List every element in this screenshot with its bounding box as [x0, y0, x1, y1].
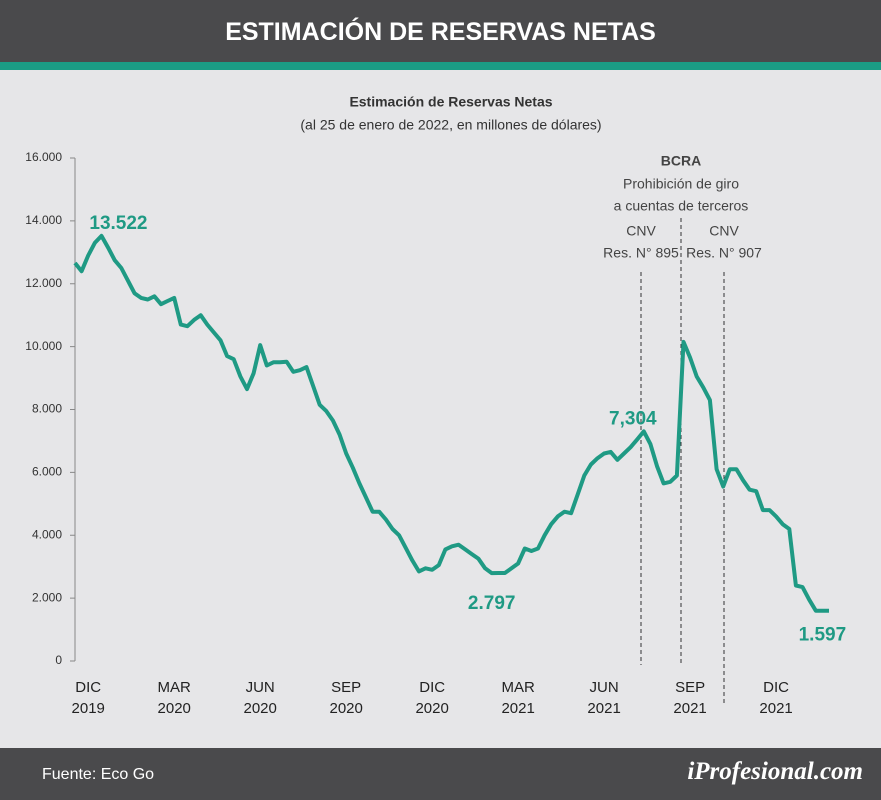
footer	[0, 748, 881, 800]
annotation-text: a cuentas de terceros	[614, 198, 749, 214]
header-title: ESTIMACIÓN DE RESERVAS NETAS	[0, 0, 881, 62]
annotation-text: Res. N° 895	[603, 245, 679, 261]
y-tick-label: 12.000	[25, 276, 62, 290]
x-tick-label: MAR 2020	[157, 679, 191, 717]
chart: Estimación de Reservas Netas (al 25 de e…	[25, 94, 847, 705]
value-label: 2.797	[468, 593, 516, 614]
annotation-text: CNV	[709, 223, 739, 239]
value-label: 7,304	[609, 408, 657, 429]
accent-stripe	[0, 62, 881, 70]
y-tick-label: 4.000	[32, 527, 62, 541]
y-tick-label: 8.000	[32, 402, 62, 416]
x-tick-label: JUN 2021	[587, 679, 621, 717]
x-tick-label: MAR 2021	[501, 679, 535, 717]
logo: iProfesional.com	[687, 758, 863, 785]
x-tick-label: DIC 2021	[759, 679, 793, 717]
y-tick-label: 6.000	[32, 465, 62, 479]
chart-title: Estimación de Reservas Netas	[349, 94, 552, 110]
y-tick-label: 10.000	[25, 339, 62, 353]
x-tick-label: DIC 2019	[71, 679, 105, 717]
y-tick-label: 14.000	[25, 213, 62, 227]
source: Fuente: Eco Go	[42, 766, 155, 783]
chart-subtitle: (al 25 de enero de 2022, en millones de …	[300, 117, 601, 133]
y-tick-label: 16.000	[25, 150, 62, 164]
value-label: 1.597	[799, 625, 847, 646]
value-label: 13.522	[89, 213, 147, 234]
y-tick-label: 0	[55, 653, 62, 667]
x-tick-label: SEP 2020	[329, 679, 363, 717]
x-tick-label: DIC 2020	[415, 679, 449, 717]
annotation-text: Prohibición de giro	[623, 176, 739, 192]
y-tick-label: 2.000	[32, 590, 62, 604]
x-tick-label: SEP 2021	[673, 679, 707, 717]
annotation-text: Res. N° 907	[686, 245, 762, 261]
data-line	[73, 233, 830, 613]
annotation-text: CNV	[626, 223, 656, 239]
x-tick-label: JUN 2020	[243, 679, 277, 717]
annotation-text: BCRA	[661, 153, 701, 169]
